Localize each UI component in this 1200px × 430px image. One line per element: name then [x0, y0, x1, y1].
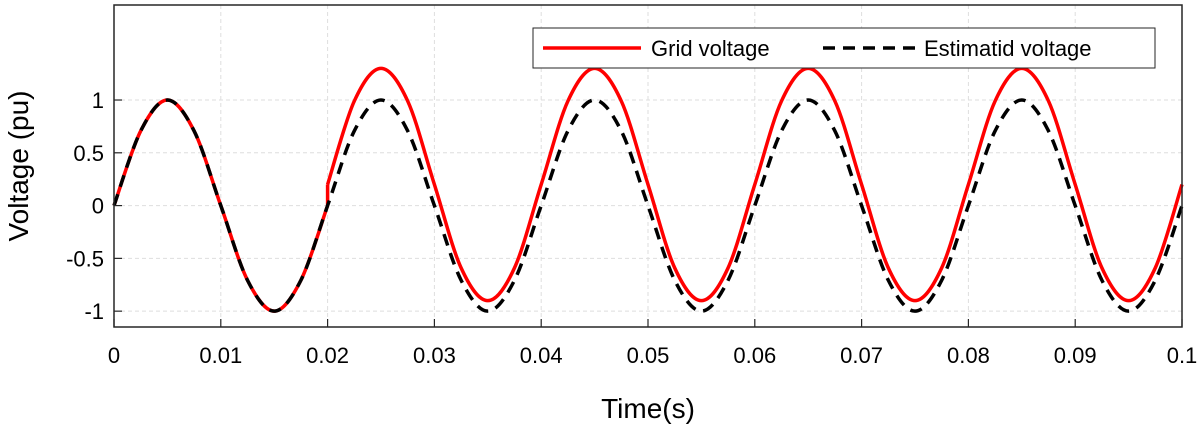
- x-tick-label: 0.05: [627, 343, 670, 368]
- x-axis-label: Time(s): [601, 393, 695, 424]
- grid-lines: [114, 5, 1182, 327]
- x-tick-label: 0.03: [413, 343, 456, 368]
- x-tick-label: 0.1: [1167, 343, 1198, 368]
- legend: Grid voltage Estimatid voltage: [532, 27, 1156, 69]
- series-lines: [112, 66, 1184, 313]
- y-tick-label: -0.5: [66, 246, 104, 271]
- x-tick-label: 0.09: [1054, 343, 1097, 368]
- y-tick-label: 0.5: [73, 141, 104, 166]
- y-axis-ticks: -1 -0.5 0 0.5 1: [66, 88, 122, 324]
- x-tick-label: 0.07: [840, 343, 883, 368]
- y-tick-label: -1: [84, 299, 104, 324]
- y-tick-label: 0: [92, 194, 104, 219]
- legend-label-estimated-voltage: Estimatid voltage: [924, 36, 1092, 61]
- series-line-grid-voltage: [325, 66, 1184, 303]
- x-tick-label: 0.01: [199, 343, 242, 368]
- x-tick-label: 0.06: [733, 343, 776, 368]
- legend-label-grid-voltage: Grid voltage: [651, 36, 770, 61]
- x-tick-label: 0: [108, 343, 120, 368]
- x-tick-label: 0.02: [306, 343, 349, 368]
- x-tick-label: 0.08: [947, 343, 990, 368]
- y-axis-label: Voltage (pu): [3, 91, 34, 242]
- x-axis-ticks: 0 0.01 0.02 0.03 0.04 0.05 0.06 0.07 0.08 0.09 0.1: [108, 319, 1197, 368]
- x-tick-label: 0.04: [520, 343, 563, 368]
- y-tick-label: 1: [92, 88, 104, 113]
